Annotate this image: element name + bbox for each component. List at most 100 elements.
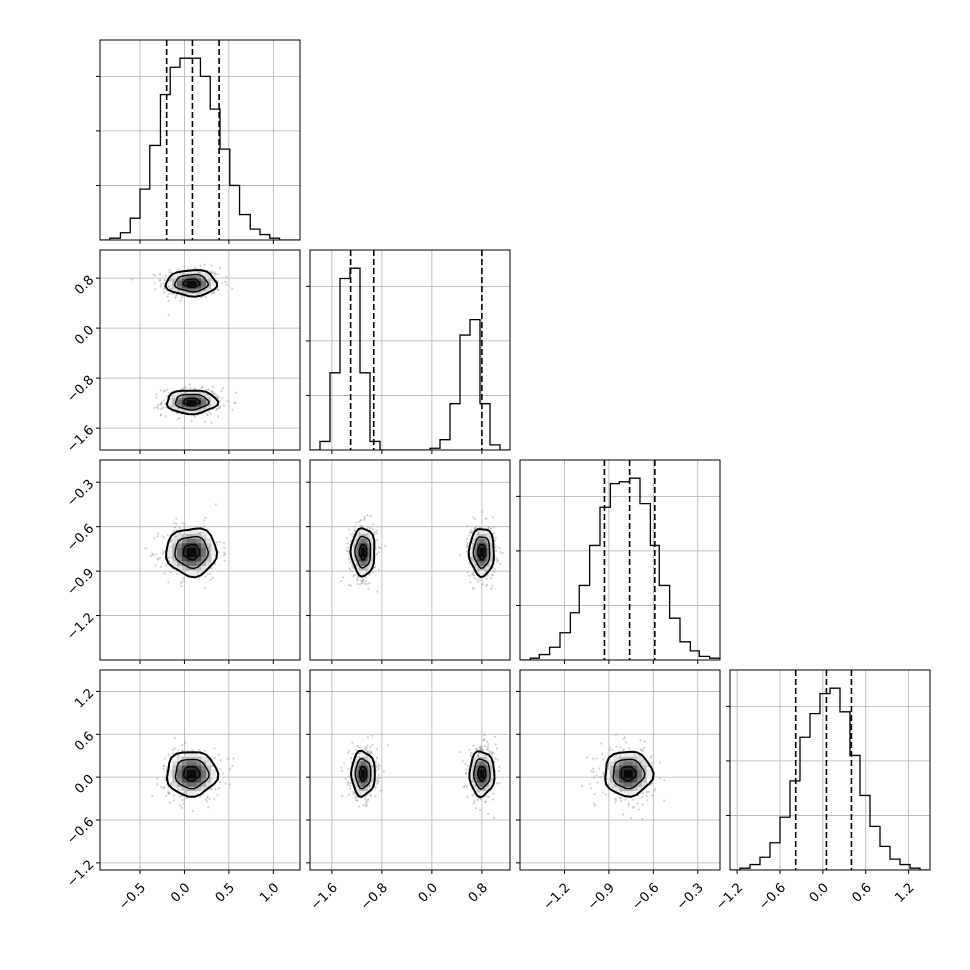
scatter-point bbox=[477, 531, 480, 534]
density-cell bbox=[491, 769, 495, 775]
scatter-point bbox=[365, 748, 368, 752]
scatter-point bbox=[161, 535, 164, 538]
scatter-point bbox=[211, 764, 214, 768]
scatter-point bbox=[182, 386, 186, 389]
scatter-point bbox=[209, 578, 212, 582]
density-cell bbox=[481, 769, 485, 775]
scatter-point bbox=[486, 748, 489, 752]
density-cell bbox=[372, 773, 375, 779]
scatter-point bbox=[211, 271, 214, 274]
density-cell bbox=[172, 560, 178, 566]
scatter-point bbox=[162, 764, 165, 767]
density-cell bbox=[177, 283, 183, 287]
scatter-point bbox=[199, 296, 202, 299]
density-cell bbox=[479, 760, 483, 766]
density-cell bbox=[354, 777, 357, 783]
scatter-point bbox=[221, 281, 224, 285]
density-cell bbox=[196, 538, 202, 544]
density-cell bbox=[201, 406, 207, 410]
scatter-point bbox=[170, 405, 173, 408]
scatter-point bbox=[163, 757, 166, 760]
scatter-point bbox=[350, 569, 354, 572]
scatter-point bbox=[222, 404, 225, 407]
scatter-point bbox=[176, 754, 180, 757]
scatter-point bbox=[464, 762, 467, 765]
density-cell bbox=[210, 551, 217, 557]
density-cell bbox=[367, 756, 371, 762]
density-cell bbox=[181, 395, 188, 398]
scatter-point bbox=[364, 580, 367, 583]
density-cell bbox=[205, 395, 212, 398]
density-cell bbox=[177, 547, 183, 553]
scatter-point bbox=[369, 751, 373, 755]
scatter-point bbox=[365, 804, 368, 807]
scatter-point bbox=[347, 775, 350, 778]
density-cell bbox=[474, 533, 478, 539]
scatter-point bbox=[183, 427, 186, 430]
y-tick-label: 1.2 bbox=[72, 686, 97, 711]
scatter-point bbox=[496, 782, 499, 785]
density-cell bbox=[360, 752, 364, 758]
density-group bbox=[339, 733, 501, 819]
scatter-point bbox=[349, 784, 352, 787]
scatter-point bbox=[472, 802, 475, 805]
density-cell bbox=[181, 283, 188, 287]
scatter-point bbox=[498, 765, 501, 768]
x-tick-label: 0.0 bbox=[807, 880, 832, 905]
scatter-point bbox=[369, 750, 372, 753]
density-cell bbox=[354, 556, 357, 562]
density-cell bbox=[488, 760, 492, 766]
density-cell bbox=[365, 538, 369, 544]
density-cell bbox=[481, 547, 485, 553]
y-tick-label: −0.8 bbox=[64, 373, 97, 406]
scatter-point bbox=[366, 582, 369, 585]
scatter-point bbox=[607, 783, 610, 786]
scatter-point bbox=[203, 525, 206, 528]
scatter-point bbox=[212, 291, 215, 294]
scatter-point bbox=[477, 532, 480, 535]
density-cell bbox=[491, 773, 495, 779]
scatter-point bbox=[212, 271, 215, 274]
density-cell bbox=[201, 392, 207, 396]
contour-line bbox=[349, 749, 376, 798]
scatter-point bbox=[164, 415, 167, 418]
scatter-point bbox=[349, 757, 353, 760]
scatter-point bbox=[171, 748, 174, 751]
scatter-point bbox=[494, 743, 497, 746]
density-cell bbox=[354, 765, 357, 770]
scatter-point bbox=[637, 808, 641, 811]
scatter-point bbox=[181, 522, 184, 525]
density-cell bbox=[191, 270, 197, 274]
density-group bbox=[339, 510, 504, 593]
density-cell bbox=[369, 551, 373, 557]
scatter-point bbox=[361, 578, 364, 582]
scatter-point bbox=[369, 527, 372, 530]
scatter-point bbox=[166, 388, 169, 391]
histogram-step bbox=[310, 267, 510, 450]
y-tick-label: −0.6 bbox=[64, 521, 97, 554]
density-cell bbox=[201, 397, 207, 401]
scatter-point bbox=[363, 517, 366, 520]
scatter-point bbox=[470, 751, 473, 755]
scatter-point bbox=[468, 574, 471, 577]
density-cell bbox=[367, 547, 371, 553]
scatter-point bbox=[375, 553, 378, 556]
density-cell bbox=[479, 765, 483, 770]
density-cell bbox=[196, 395, 202, 398]
scatter-point bbox=[470, 556, 473, 559]
density-cell bbox=[205, 288, 212, 292]
scatter-point bbox=[496, 560, 499, 563]
scatter-point bbox=[182, 577, 185, 580]
scatter-point bbox=[188, 383, 191, 386]
density-cell bbox=[172, 556, 178, 562]
density-cell bbox=[172, 395, 178, 398]
density-cell bbox=[632, 777, 638, 783]
scatter-point bbox=[483, 738, 486, 741]
scatter-point bbox=[168, 268, 171, 272]
scatter-point bbox=[472, 516, 475, 519]
scatter-point bbox=[366, 514, 369, 517]
scatter-point bbox=[153, 406, 156, 409]
scatter-point bbox=[199, 531, 202, 534]
scatter-point bbox=[491, 573, 494, 576]
scatter-point bbox=[356, 745, 359, 748]
